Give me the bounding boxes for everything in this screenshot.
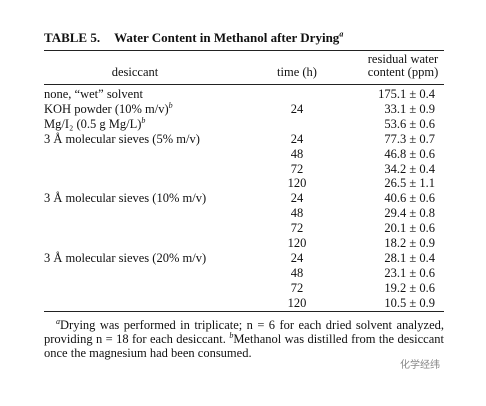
time: 72 [290,221,304,236]
water-content: 10.5 ± 0.9 [384,295,435,310]
desiccant-cell: 3 Å molecular sieves (20% m/v) [44,250,207,265]
desiccant-cell: KOH powder (10% m/v)b [44,100,173,116]
water-content: 29.4 ± 0.8 [384,206,435,221]
header-rule [44,84,444,85]
water-content: 19.2 ± 0.6 [384,280,435,295]
note-mark: b [168,100,173,110]
water-content: 46.8 ± 0.6 [384,146,435,161]
time: 24 [290,101,304,116]
water-content: 175.1 ± 0.4 [378,87,435,101]
footnotes: aDrying was performed in triplicate; n =… [44,316,444,360]
table-label: TABLE 5. [44,30,101,45]
title-note: a [339,29,344,39]
time: 48 [290,265,304,280]
water-content: 53.6 ± 0.6 [384,116,435,131]
water-content: 33.1 ± 0.9 [384,101,435,116]
water-content: 23.1 ± 0.6 [384,265,435,280]
time: 72 [290,280,304,295]
time: 24 [290,250,304,265]
footnote-text: Drying was performed in triplicate; n = … [44,318,444,346]
water-content: 40.6 ± 0.6 [384,191,435,206]
time: 72 [290,161,304,176]
time: 24 [290,131,304,146]
time: 48 [290,146,304,161]
table-title: TABLE 5. Water Content in Methanol after … [44,29,344,45]
desiccant: none, “wet” solvent [44,87,143,101]
water-content: 18.2 ± 0.9 [384,236,435,250]
desiccant-cell: 3 Å molecular sieves (5% m/v) [44,131,200,146]
desiccant: 3 Å molecular sieves (5% m/v) [44,131,200,146]
time: 120 [287,295,307,310]
title-text: Water Content in Methanol after Drying [114,30,340,45]
bottom-rule [44,311,444,312]
desiccant-cell: 3 Å molecular sieves (10% m/v) [44,192,206,205]
time: 120 [287,236,307,250]
header-desiccant: desiccant [111,65,159,79]
footnote-text: Methanol was distilled from the desiccan… [44,332,444,360]
water-content: 34.2 ± 0.4 [384,161,435,176]
note-mark: b [141,115,146,125]
water-content: 26.5 ± 1.1 [384,176,435,191]
desiccant: Mg/I₂ (0.5 g Mg/L) [44,116,142,131]
water-content: 77.3 ± 0.7 [384,131,435,146]
footnote-mark: a [56,316,60,326]
top-rule [44,50,444,51]
desiccant: 3 Å molecular sieves (20% m/v) [44,250,207,265]
water-content: 20.1 ± 0.6 [384,221,435,236]
time: 120 [287,176,307,191]
desiccant: KOH powder (10% m/v) [44,101,169,116]
header-time: time (h) [277,65,317,79]
time: 48 [290,206,304,221]
desiccant-cell: Mg/I₂ (0.5 g Mg/L)b [44,115,146,131]
header-water: residual water content (ppm) [367,52,439,79]
water-content: 28.1 ± 0.4 [384,250,435,265]
watermark: 化学经纬 [400,360,440,371]
desiccant-cell: none, “wet” solvent [44,88,143,101]
time: 24 [290,191,304,206]
footnote-mark: b [229,330,234,340]
desiccant: 3 Å molecular sieves (10% m/v) [44,191,207,206]
